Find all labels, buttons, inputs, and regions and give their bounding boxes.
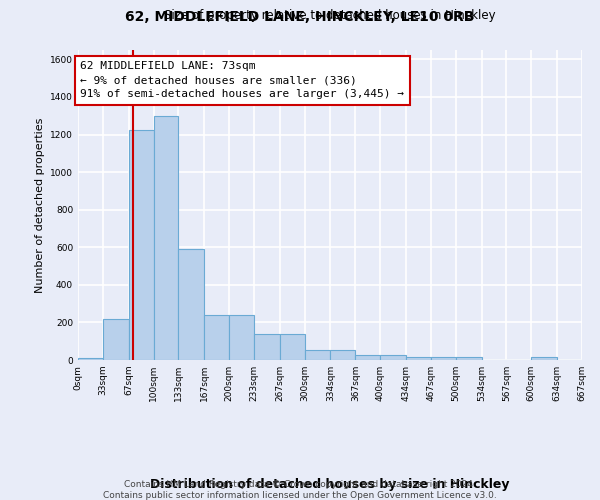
Bar	[406, 357, 431, 360]
Bar	[128, 130, 154, 360]
Bar	[178, 249, 204, 360]
Text: Contains HM Land Registry data © Crown copyright and database right 2024.: Contains HM Land Registry data © Crown c…	[124, 480, 476, 489]
X-axis label: Distribution of detached houses by size in Hinckley: Distribution of detached houses by size …	[150, 478, 510, 490]
Bar	[380, 356, 406, 360]
Bar	[355, 356, 380, 360]
Bar	[154, 116, 178, 360]
Bar	[280, 334, 305, 360]
Text: Contains public sector information licensed under the Open Government Licence v3: Contains public sector information licen…	[103, 491, 497, 500]
Y-axis label: Number of detached properties: Number of detached properties	[35, 118, 44, 292]
Bar	[204, 316, 229, 360]
Bar	[305, 350, 331, 360]
Bar	[103, 318, 128, 360]
Title: Size of property relative to detached houses in Hinckley: Size of property relative to detached ho…	[164, 10, 496, 22]
Bar	[532, 357, 557, 360]
Text: 62 MIDDLEFIELD LANE: 73sqm
← 9% of detached houses are smaller (336)
91% of semi: 62 MIDDLEFIELD LANE: 73sqm ← 9% of detac…	[80, 61, 404, 99]
Bar	[431, 357, 456, 360]
Bar	[331, 350, 355, 360]
Bar	[229, 316, 254, 360]
Bar	[78, 358, 103, 360]
Text: 62, MIDDLEFIELD LANE, HINCKLEY, LE10 0RB: 62, MIDDLEFIELD LANE, HINCKLEY, LE10 0RB	[125, 10, 475, 24]
Bar	[456, 357, 482, 360]
Bar	[254, 334, 280, 360]
